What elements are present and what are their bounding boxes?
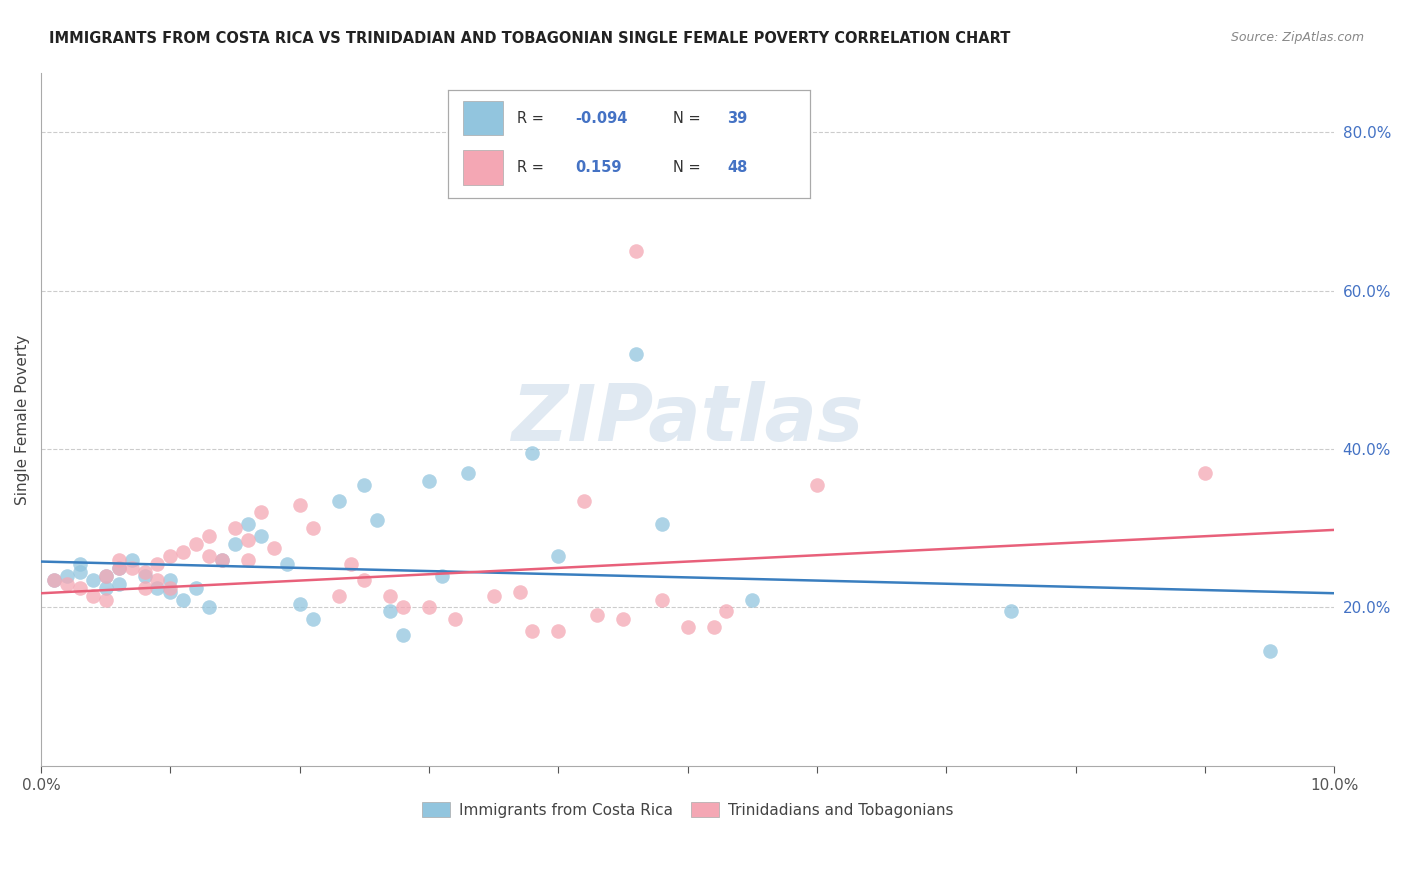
Point [134,569,156,583]
Point [82,589,104,603]
Point [586,608,609,623]
Point [392,628,415,642]
Point [121,561,143,575]
Point [224,537,246,551]
Point [444,612,467,626]
Point [418,474,440,488]
Point [94,581,117,595]
Point [1000,604,1022,618]
Point [159,573,181,587]
Text: IMMIGRANTS FROM COSTA RICA VS TRINIDADIAN AND TOBAGONIAN SINGLE FEMALE POVERTY C: IMMIGRANTS FROM COSTA RICA VS TRINIDADIA… [49,31,1011,46]
Point [263,541,285,555]
Point [702,620,724,634]
Point [236,553,259,567]
Point [1194,466,1216,480]
Point [806,477,828,491]
Point [276,557,298,571]
Point [42,573,65,587]
Point [107,553,129,567]
Point [288,498,311,512]
Point [56,569,79,583]
Point [624,347,647,361]
Point [522,446,544,460]
Point [146,557,169,571]
Point [69,557,91,571]
Point [741,592,763,607]
Point [94,569,117,583]
Point [56,576,79,591]
Point [418,600,440,615]
Point [676,620,699,634]
Point [301,612,323,626]
Point [134,565,156,579]
Point [482,589,505,603]
Point [107,576,129,591]
Point [328,589,350,603]
Point [69,565,91,579]
Point [107,561,129,575]
Legend: Immigrants from Costa Rica, Trinidadians and Tobagonians: Immigrants from Costa Rica, Trinidadians… [416,797,959,824]
Point [159,581,181,595]
Point [651,517,673,532]
Point [236,517,259,532]
Point [1258,644,1281,658]
Point [547,549,569,563]
Point [186,581,208,595]
Point [430,569,453,583]
Point [94,569,117,583]
Point [457,466,479,480]
Point [651,592,673,607]
Point [82,573,104,587]
Point [301,521,323,535]
Point [509,584,531,599]
Point [146,573,169,587]
Point [366,513,388,527]
Point [159,549,181,563]
Point [69,581,91,595]
Point [380,604,402,618]
Point [42,573,65,587]
Point [146,581,169,595]
Point [353,573,375,587]
Point [612,612,634,626]
Point [159,584,181,599]
Text: ZIPatlas: ZIPatlas [512,382,863,458]
Point [134,581,156,595]
Point [716,604,738,618]
Point [522,624,544,639]
Point [186,537,208,551]
Point [250,506,273,520]
Point [172,592,194,607]
Text: Source: ZipAtlas.com: Source: ZipAtlas.com [1230,31,1364,45]
Point [224,521,246,535]
Y-axis label: Single Female Poverty: Single Female Poverty [15,334,30,505]
Point [392,600,415,615]
Point [198,600,221,615]
Point [172,545,194,559]
Point [211,553,233,567]
Point [328,493,350,508]
Point [198,549,221,563]
Point [107,561,129,575]
Point [340,557,363,571]
Point [380,589,402,603]
Point [198,529,221,543]
Point [624,244,647,259]
Point [547,624,569,639]
Point [236,533,259,548]
Point [211,553,233,567]
Point [288,597,311,611]
Point [94,592,117,607]
Point [250,529,273,543]
Point [353,477,375,491]
Point [121,553,143,567]
Point [574,493,596,508]
